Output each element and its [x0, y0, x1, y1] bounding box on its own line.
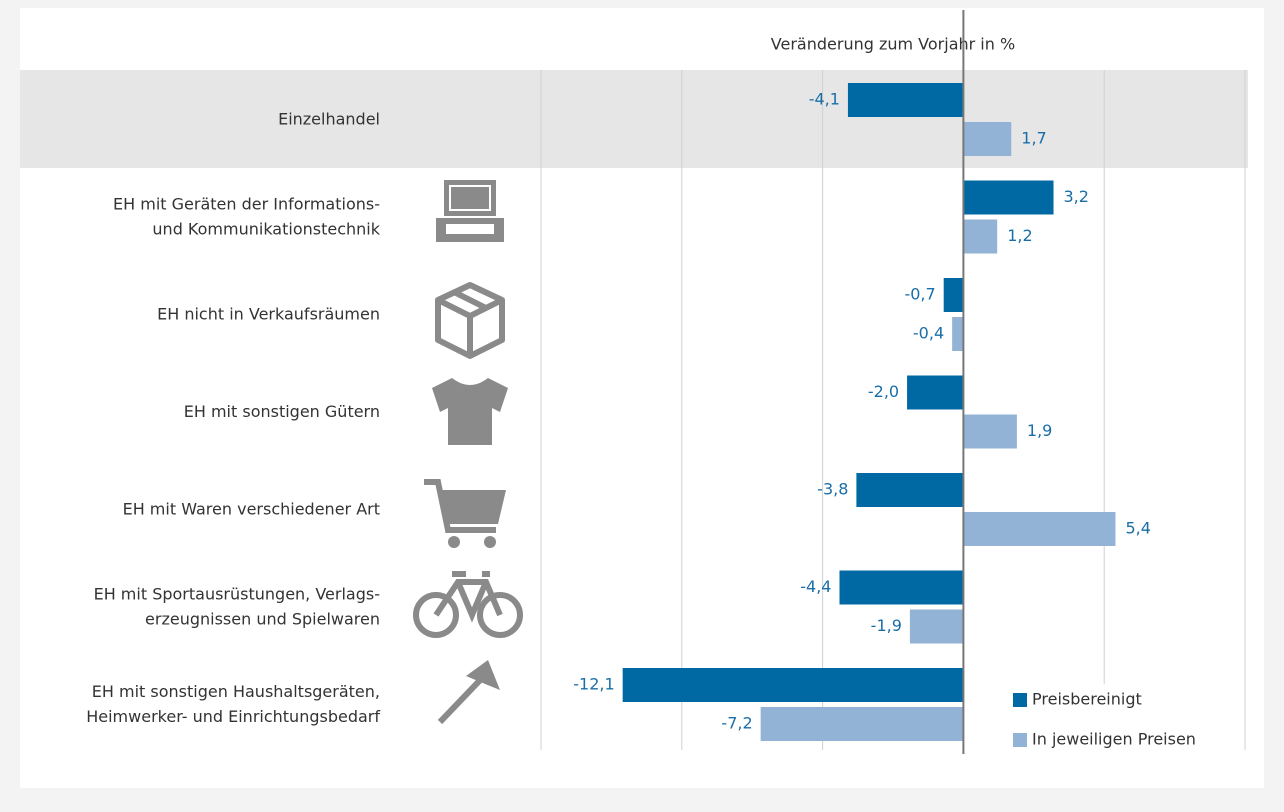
- bar: [963, 219, 998, 254]
- value-label: -0,4: [913, 324, 944, 343]
- bar: [963, 414, 1017, 449]
- bar: [760, 707, 964, 741]
- category-label: Einzelhandel: [278, 110, 380, 129]
- value-label: -12,1: [573, 675, 614, 694]
- chart-title: Veränderung zum Vorjahr in %: [771, 35, 1015, 54]
- icon-cart: [424, 479, 506, 548]
- value-label: -7,2: [721, 714, 752, 733]
- bar: [943, 278, 964, 312]
- category-label: EH mit Sportausrüstungen, Verlags-: [94, 585, 380, 604]
- bar: [907, 375, 964, 410]
- icon-laptop: [436, 180, 504, 242]
- bar: [622, 668, 964, 702]
- category-label: und Kommunikationstechnik: [152, 220, 380, 239]
- bar: [963, 512, 1116, 546]
- icon-shirt: [432, 378, 508, 445]
- category-label: EH mit Geräten der Informations-: [113, 195, 380, 214]
- category-label: EH mit sonstigen Gütern: [184, 402, 380, 421]
- legend-label: In jeweiligen Preisen: [1032, 730, 1196, 749]
- legend-box: [1008, 684, 1240, 754]
- icon-bike: [413, 571, 523, 638]
- value-label: -3,8: [817, 480, 848, 499]
- bar: [847, 83, 964, 117]
- category-label: EH mit Waren verschiedener Art: [123, 500, 380, 519]
- legend-label: Preisbereinigt: [1032, 690, 1142, 709]
- bar: [963, 122, 1012, 156]
- icon-hammer: [437, 660, 500, 725]
- icon-box: [435, 282, 505, 359]
- value-label: 3,2: [1064, 187, 1089, 206]
- category-label: Heimwerker- und Einrichtungsbedarf: [86, 707, 380, 726]
- legend-swatch: [1013, 733, 1027, 747]
- legend-swatch: [1013, 693, 1027, 707]
- value-label: 5,4: [1125, 519, 1150, 538]
- value-label: 1,9: [1027, 421, 1052, 440]
- value-label: -1,9: [871, 616, 902, 635]
- bar: [839, 570, 964, 605]
- value-label: 1,7: [1021, 129, 1046, 148]
- bar: [963, 180, 1054, 215]
- value-label: -2,0: [868, 382, 899, 401]
- category-label: EH mit sonstigen Haushaltsgeräten,: [92, 682, 380, 701]
- highlight-band: [20, 70, 1248, 168]
- category-label: EH nicht in Verkaufsräumen: [157, 305, 380, 324]
- bar: [952, 317, 964, 351]
- value-label: -4,4: [800, 577, 831, 596]
- value-label: -0,7: [904, 285, 935, 304]
- bar: [909, 609, 964, 644]
- value-label: -4,1: [809, 90, 840, 109]
- bar: [856, 473, 964, 507]
- category-label: erzeugnissen und Spielwaren: [145, 610, 380, 629]
- value-label: 1,2: [1007, 226, 1032, 245]
